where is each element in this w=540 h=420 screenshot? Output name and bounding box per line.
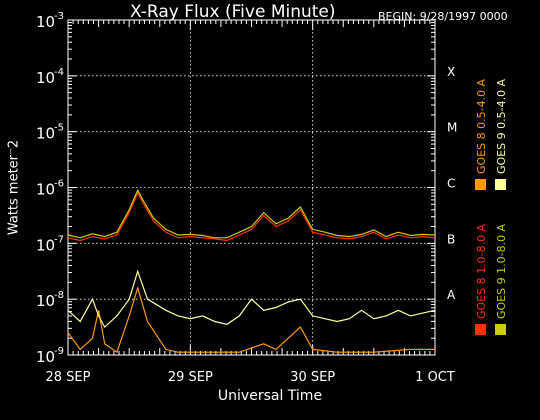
legend-swatch xyxy=(495,179,506,190)
y-tick-label: 10 xyxy=(36,292,55,310)
y-tick-exponent: -9 xyxy=(54,346,64,357)
legend-swatch xyxy=(475,324,486,335)
legend-goes8-long: GOES 8 1.0-8.0 A xyxy=(475,224,488,335)
flare-class-label: A xyxy=(447,288,456,302)
y-tick-exponent: -4 xyxy=(54,67,64,78)
flare-class-label: C xyxy=(447,177,455,191)
y-tick-label: 10 xyxy=(36,348,55,366)
begin-date: BEGIN: 9/28/1997 0000 xyxy=(378,10,508,23)
plot-frame xyxy=(67,19,436,356)
legend-label: GOES 8 1.0-8.0 A xyxy=(475,223,488,319)
x-tick-label: 28 SEP xyxy=(46,370,91,385)
y-tick-exponent: -8 xyxy=(54,290,64,301)
x-tick-label: 29 SEP xyxy=(168,370,213,385)
y-tick-label: 10 xyxy=(36,181,55,199)
legend-label: GOES 9 1.0-8.0 A xyxy=(495,223,508,319)
legend-goes9-long: GOES 9 1.0-8.0 A xyxy=(495,224,508,335)
y-tick-label: 10 xyxy=(36,236,55,254)
x-tick-label: 1 OCT xyxy=(415,370,455,385)
series-line-1 xyxy=(67,285,435,354)
y-tick-label: 10 xyxy=(36,125,55,143)
legend-swatch xyxy=(475,179,486,190)
y-tick-exponent: -3 xyxy=(54,11,64,22)
legend-label: GOES 8 0.5-4.0 A xyxy=(475,78,488,174)
legend-goes9-short: GOES 9 0.5-4.0 A xyxy=(495,79,508,190)
flare-class-label: B xyxy=(447,232,455,246)
x-tick-label: 30 SEP xyxy=(290,370,335,385)
series-line-2 xyxy=(67,188,436,239)
y-tick-exponent: -6 xyxy=(54,179,64,190)
x-axis-label: Universal Time xyxy=(217,388,323,404)
legend-swatch xyxy=(495,324,506,335)
y-tick-exponent: -5 xyxy=(54,123,64,134)
flare-class-label: X xyxy=(447,65,455,79)
y-tick-exponent: -7 xyxy=(54,234,64,245)
y-tick-label: 10 xyxy=(36,69,55,87)
chart-title: X-Ray Flux (Five Minute) xyxy=(130,2,336,22)
y-axis-label: Watts meter⁻2 xyxy=(6,139,22,236)
series-line-3 xyxy=(67,269,436,329)
series-line-0 xyxy=(67,191,436,242)
legend-goes8-short: GOES 8 0.5-4.0 A xyxy=(475,79,488,190)
flare-class-label: M xyxy=(447,121,457,135)
legend-label: GOES 9 0.5-4.0 A xyxy=(495,78,508,174)
y-tick-label: 10 xyxy=(36,13,55,31)
